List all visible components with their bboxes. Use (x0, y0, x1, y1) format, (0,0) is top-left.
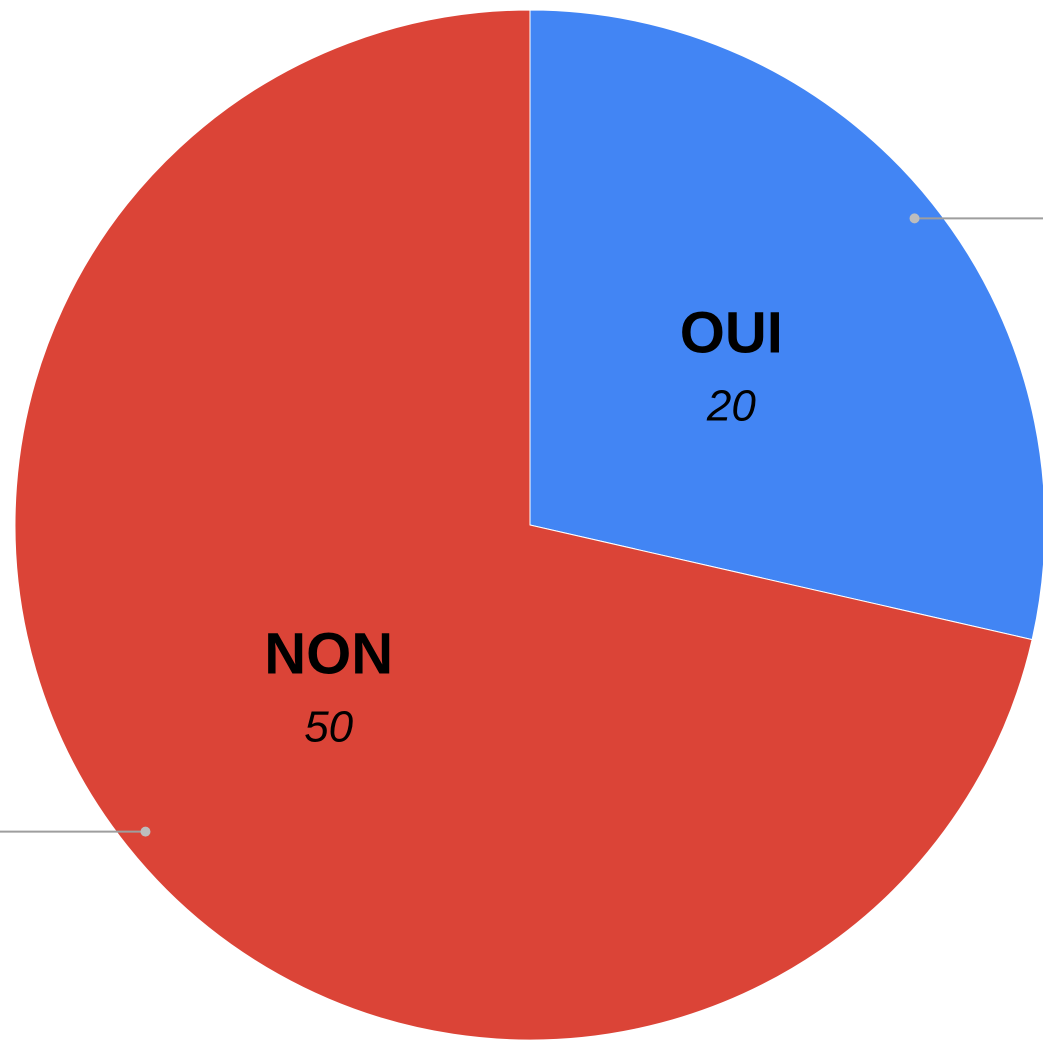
slice-value: 20 (706, 381, 756, 430)
pie-slice (14, 9, 1033, 1040)
slice-label: OUI (680, 300, 783, 365)
pie-slice (529, 9, 1043, 641)
leader-dot (909, 213, 920, 224)
slice-value: 50 (304, 703, 353, 752)
leader-dot (140, 826, 151, 837)
slice-label: NON (264, 622, 393, 687)
